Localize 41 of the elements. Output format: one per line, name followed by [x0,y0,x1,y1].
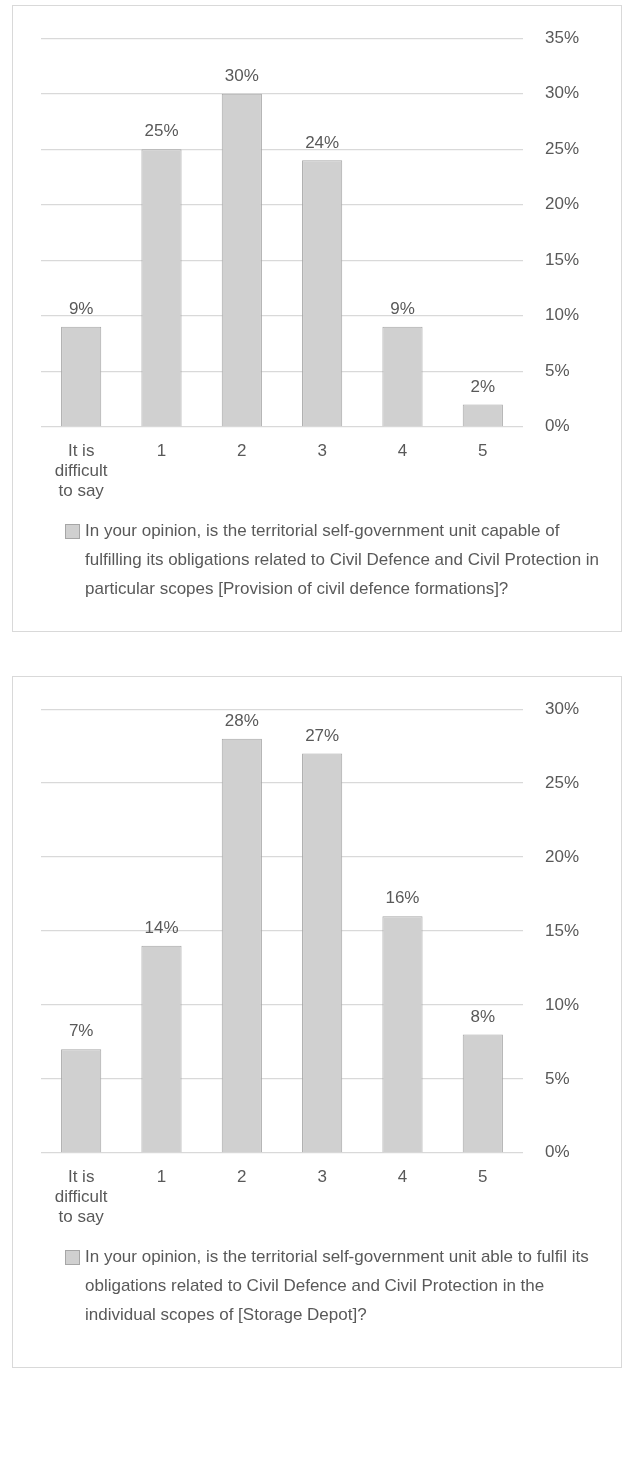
data-label: 30% [224,65,259,85]
x-tick-label: 4 [397,1166,408,1186]
x-tick-label: 3 [317,440,327,460]
data-label: 25% [144,121,179,141]
x-tick-label: 5 [478,1166,488,1186]
y-tick-label: 20% [544,846,580,866]
x-tick-label: 1 [156,440,167,460]
data-label: 14% [144,917,179,937]
x-tick-label: 5 [478,440,488,460]
y-tick-label: 5% [544,360,570,380]
y-tick-label: 20% [544,194,580,214]
data-label: 24% [305,132,340,152]
x-tick-label: 2 [237,1166,247,1186]
y-tick-label: 30% [544,698,580,718]
y-tick-label: 5% [544,1068,570,1088]
y-tick-label: 15% [544,249,580,269]
legend-label: In your opinion, is the territorial self-government unit able to fulfil its obligations related to Civil Defence and Civil Protection in the individual scopes of [Storage Depot]? [85,1246,590,1326]
y-tick-label: 0% [544,416,570,436]
data-label: 9% [390,299,415,319]
data-label: 7% [68,1021,94,1041]
y-tick-label: 10% [544,994,580,1014]
x-tick-label: 1 [156,1166,167,1186]
y-tick-label: 30% [544,83,580,103]
x-tick-label: 4 [397,440,408,460]
data-label: 8% [470,1006,496,1026]
data-label: 16% [385,888,420,908]
x-tick-label: It is difficult to say [54,1166,108,1227]
x-tick-label: It is difficult to say [54,440,108,501]
data-label: 27% [305,725,340,745]
x-tick-label: 2 [237,440,247,460]
data-label: 2% [470,376,496,396]
data-label: 28% [224,710,259,730]
y-tick-label: 15% [544,920,580,940]
y-tick-label: 35% [544,27,580,47]
y-tick-label: 0% [544,1142,570,1162]
data-label: 9% [68,299,94,319]
x-tick-label: 3 [317,1166,327,1186]
y-tick-label: 10% [544,305,580,325]
y-tick-label: 25% [544,138,580,158]
legend-label: In your opinion, is the territorial self-government unit capable of fulfilling its obligations related to Civil Defence and Civil Protection in particular scopes [Provision of civil defence formations]? [85,520,601,600]
y-tick-label: 25% [544,772,580,792]
